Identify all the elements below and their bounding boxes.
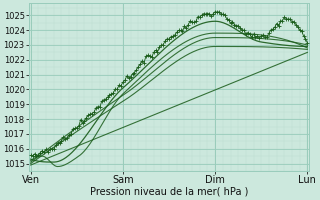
X-axis label: Pression niveau de la mer( hPa ): Pression niveau de la mer( hPa ) (90, 187, 248, 197)
